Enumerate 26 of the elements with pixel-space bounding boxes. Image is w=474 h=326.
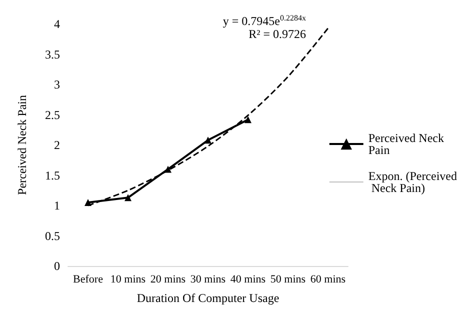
point	[204, 136, 212, 144]
y-tick-label: 1	[54, 198, 60, 212]
y-tick-label: 4	[54, 17, 60, 31]
y-tick-label: 1.5	[45, 168, 60, 182]
y-tick-label: 2	[54, 138, 60, 152]
point	[244, 116, 252, 124]
annotation: R² = 0.9726	[248, 27, 306, 41]
x-tick-label: 30 mins	[190, 274, 226, 286]
y-tick-label: 0	[54, 259, 60, 273]
legend-label: Expon. (Perceived Neck Pain)	[368, 169, 458, 195]
point	[124, 194, 132, 202]
x-tick-label: 60 mins	[310, 274, 346, 286]
x-tick-label: 20 mins	[150, 274, 186, 286]
y-tick-label: 3	[54, 78, 60, 92]
x-tick-label: Before	[73, 274, 104, 286]
legend-label: Perceived Neck Pain	[368, 131, 448, 157]
point	[84, 198, 92, 206]
y-tick-label: 2.5	[45, 108, 60, 122]
x-tick-label: 10 mins	[110, 274, 146, 286]
x-axis-title: Duration Of Computer Usage	[136, 291, 280, 305]
y-tick-label: 0.5	[45, 228, 60, 243]
y-tick-label: 3.5	[45, 47, 60, 62]
x-tick-label: 40 mins	[230, 274, 266, 286]
x-tick-label: 50 mins	[270, 274, 306, 286]
y-axis-title: Perceived Neck Pain	[15, 95, 29, 195]
point	[164, 166, 172, 173]
